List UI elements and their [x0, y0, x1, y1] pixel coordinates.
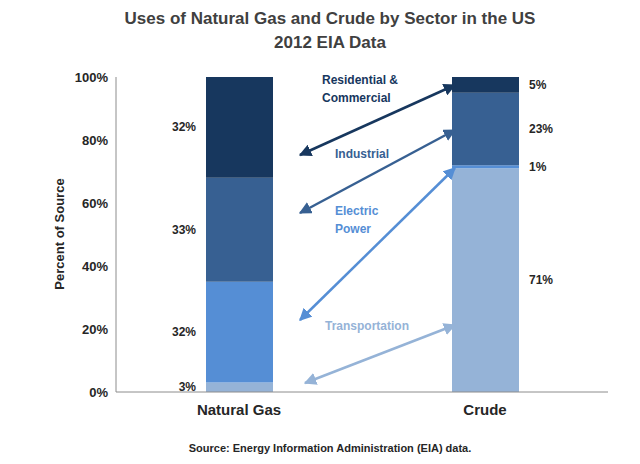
svg-text:32%: 32%: [172, 120, 196, 134]
svg-text:ElectricPower: ElectricPower: [335, 204, 379, 236]
svg-text:1%: 1%: [529, 160, 547, 174]
svg-text:71%: 71%: [529, 273, 553, 287]
svg-text:Residential &Commercial: Residential &Commercial: [322, 73, 398, 105]
svg-text:Industrial: Industrial: [335, 147, 389, 161]
svg-text:40%: 40%: [82, 259, 108, 274]
svg-text:Uses of Natural Gas and Crude: Uses of Natural Gas and Crude by Sector …: [125, 9, 536, 28]
svg-text:33%: 33%: [172, 223, 196, 237]
svg-text:20%: 20%: [82, 322, 108, 337]
svg-text:Source: Energy Information Adm: Source: Energy Information Administratio…: [189, 442, 472, 454]
svg-text:2012 EIA Data: 2012 EIA Data: [274, 33, 386, 52]
svg-text:5%: 5%: [529, 78, 547, 92]
svg-text:Percent of Source: Percent of Source: [52, 178, 67, 289]
svg-text:0%: 0%: [89, 385, 108, 400]
svg-text:80%: 80%: [82, 133, 108, 148]
svg-text:Crude: Crude: [463, 401, 506, 418]
svg-text:Transportation: Transportation: [325, 319, 409, 333]
svg-text:100%: 100%: [75, 70, 109, 85]
svg-text:3%: 3%: [179, 380, 197, 394]
svg-text:Natural Gas: Natural Gas: [197, 401, 281, 418]
svg-text:60%: 60%: [82, 196, 108, 211]
svg-text:32%: 32%: [172, 325, 196, 339]
svg-text:23%: 23%: [529, 122, 553, 136]
